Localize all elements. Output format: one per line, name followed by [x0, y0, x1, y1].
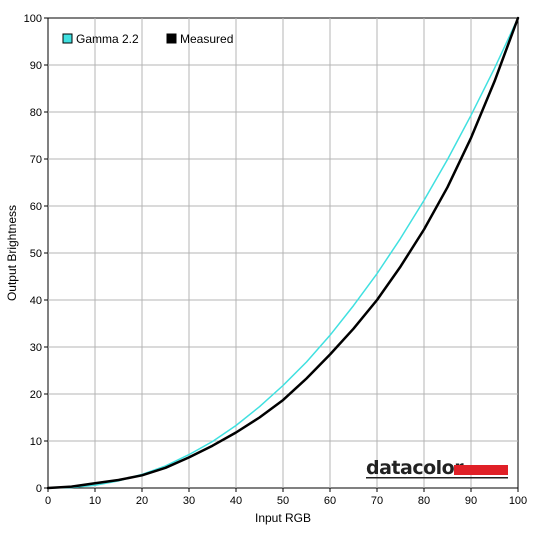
y-tick-label: 30 — [30, 342, 42, 354]
legend-swatch-measured — [166, 33, 177, 44]
y-tick-label: 10 — [30, 436, 42, 448]
x-tick-label: 20 — [136, 495, 148, 507]
x-tick-label: 70 — [371, 495, 383, 507]
x-tick-label: 50 — [277, 495, 289, 507]
y-tick-label: 50 — [30, 248, 42, 260]
y-tick-label: 20 — [30, 389, 42, 401]
legend-swatch-gamma — [62, 33, 73, 44]
x-tick-label: 10 — [89, 495, 101, 507]
x-tick-label: 100 — [509, 495, 527, 507]
x-tick-label: 30 — [183, 495, 195, 507]
x-tick-label: 80 — [418, 495, 430, 507]
x-tick-label: 40 — [230, 495, 242, 507]
y-tick-label: 100 — [24, 13, 42, 25]
x-tick-label: 90 — [465, 495, 477, 507]
logo-underline — [366, 477, 508, 479]
legend-label-gamma: Gamma 2.2 — [76, 32, 139, 46]
x-tick-label: 0 — [45, 495, 51, 507]
tick-labels: 0 10 20 30 40 50 60 70 80 90 100 0 10 20 30 40 50 60 70 80 9… — [24, 13, 528, 507]
y-tick-label: 0 — [36, 483, 42, 495]
series-line-measured — [46, 16, 520, 490]
y-tick-label: 90 — [30, 60, 42, 72]
grid-lines — [48, 18, 518, 488]
logo-wordmark: datacolor — [366, 457, 464, 479]
x-axis-title: Input RGB — [255, 511, 311, 525]
y-tick-label: 80 — [30, 107, 42, 119]
x-tick-label: 60 — [324, 495, 336, 507]
y-tick-label: 40 — [30, 295, 42, 307]
legend-label-measured: Measured — [180, 32, 233, 46]
datacolor-logo: datacolor — [366, 457, 508, 479]
y-tick-label: 60 — [30, 201, 42, 213]
logo-red-bar — [454, 465, 508, 475]
y-axis-title: Output Brightness — [5, 205, 19, 301]
series-lines — [46, 16, 520, 490]
legend: Gamma 2.2 Measured — [62, 32, 233, 46]
y-tick-label: 70 — [30, 154, 42, 166]
